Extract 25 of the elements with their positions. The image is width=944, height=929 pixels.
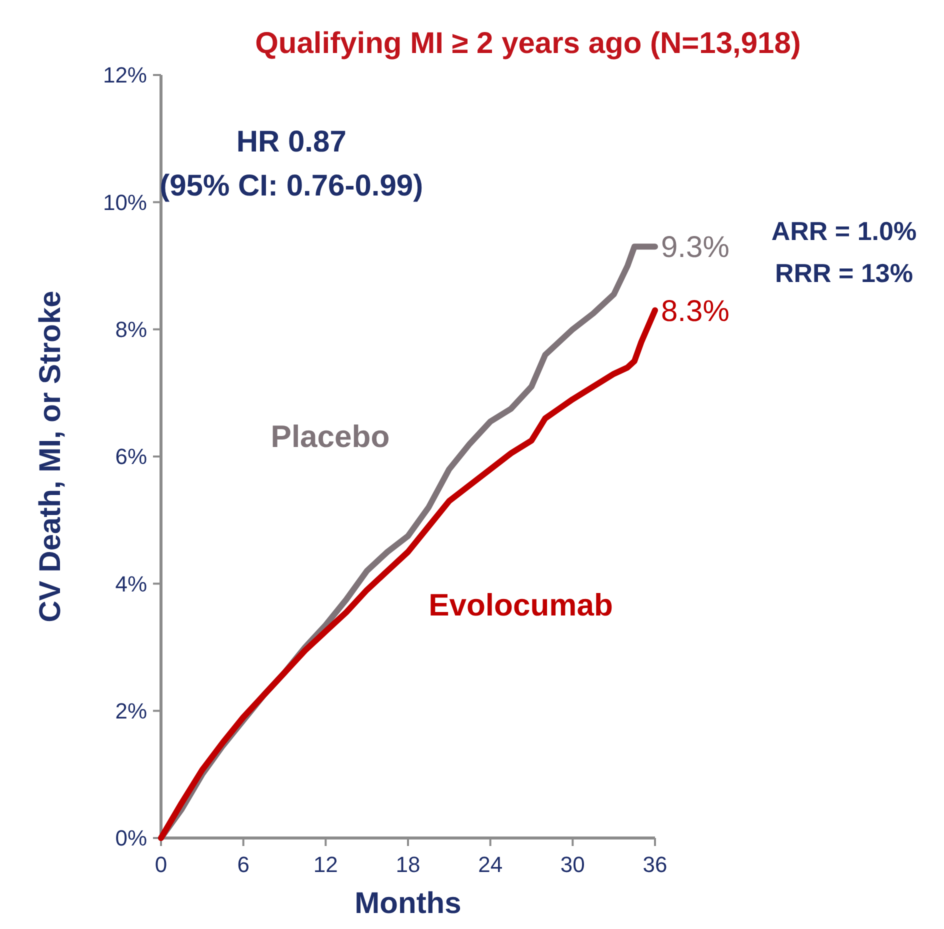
- chart-title: Qualifying MI ≥ 2 years ago (N=13,918): [255, 27, 801, 60]
- y-axis-title: CV Death, MI, or Stroke: [34, 290, 67, 622]
- x-tick-label: 36: [642, 852, 668, 877]
- annotation: (95% CI: 0.76-0.99): [160, 169, 424, 202]
- annotation: 8.3%: [661, 294, 730, 328]
- series-label: Placebo: [270, 418, 390, 454]
- text: ARR = 1.0%: [771, 216, 917, 246]
- annotation: 9.3%: [661, 231, 730, 264]
- y-tick-label: 10%: [102, 190, 147, 215]
- x-tick-label: 24: [478, 852, 503, 877]
- y-tick-label: 4%: [115, 571, 147, 596]
- x-axis-title: Months: [354, 887, 462, 920]
- series-label: Evolocumab: [428, 587, 613, 622]
- y-tick-label: 0%: [115, 826, 147, 851]
- y-tick-label: 8%: [115, 317, 147, 342]
- y-tick-label: 12%: [102, 62, 147, 88]
- x-tick-label: 12: [313, 852, 338, 877]
- x-tick-label: 0: [154, 852, 168, 877]
- annotation: HR 0.87: [236, 125, 346, 158]
- x-tick-label: 30: [560, 852, 585, 877]
- x-tick-label: 18: [396, 852, 420, 877]
- y-tick-label: 2%: [115, 698, 147, 724]
- x-tick-label: 6: [237, 852, 250, 877]
- y-tick-label: 6%: [115, 444, 147, 470]
- text: RRR = 13%: [775, 258, 913, 288]
